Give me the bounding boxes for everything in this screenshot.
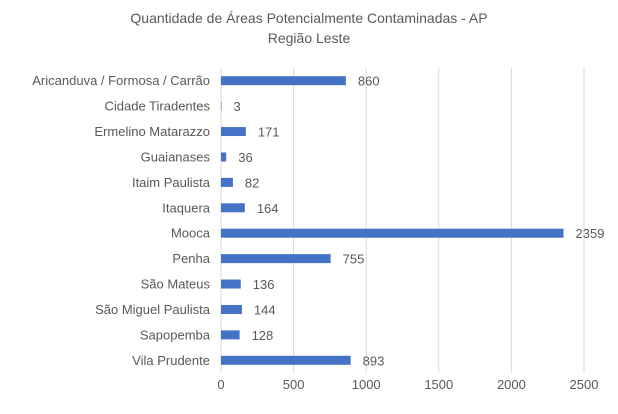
- category-label: São Miguel Paulista: [95, 302, 211, 317]
- bar: [221, 254, 331, 264]
- data-label: 171: [258, 125, 280, 140]
- x-tick-label: 2000: [497, 377, 526, 392]
- bar: [221, 279, 241, 289]
- data-label: 164: [257, 201, 279, 216]
- bar: [221, 127, 246, 137]
- chart-title: Quantidade de Áreas Potencialmente Conta…: [130, 10, 488, 26]
- data-label: 2359: [576, 226, 605, 241]
- data-label: 860: [358, 74, 380, 89]
- bar: [221, 228, 564, 238]
- category-label: Mooca: [171, 226, 211, 241]
- data-label: 3: [234, 99, 241, 114]
- bar: [221, 177, 233, 187]
- bar: [221, 304, 242, 314]
- x-tick-label: 1000: [352, 377, 381, 392]
- category-label: Ermelino Matarazzo: [94, 124, 210, 139]
- category-label: São Mateus: [141, 277, 211, 292]
- data-label: 136: [253, 277, 275, 292]
- bar: [221, 152, 227, 162]
- category-label: Vila Prudente: [132, 353, 210, 368]
- bar: [221, 101, 222, 111]
- category-label: Itaim Paulista: [132, 175, 211, 190]
- category-label: Penha: [172, 251, 210, 266]
- category-label: Cidade Tiradentes: [104, 99, 210, 114]
- x-tick-label: 0: [217, 377, 224, 392]
- data-label: 36: [238, 150, 252, 165]
- bar: [221, 76, 346, 86]
- data-label: 893: [363, 353, 385, 368]
- data-label: 755: [343, 252, 365, 267]
- category-label: Sapopemba: [140, 327, 211, 342]
- x-tick-label: 2500: [570, 377, 599, 392]
- bar: [221, 330, 240, 340]
- category-label: Aricanduva / Formosa / Carrão: [32, 73, 210, 88]
- category-label: Guaianases: [141, 149, 211, 164]
- data-label: 144: [254, 302, 276, 317]
- chart-subtitle: Região Leste: [267, 30, 351, 46]
- x-tick-label: 1500: [424, 377, 453, 392]
- bar: [221, 203, 245, 213]
- data-label: 82: [245, 175, 259, 190]
- x-tick-label: 500: [283, 377, 305, 392]
- category-label: Itaquera: [162, 200, 210, 215]
- data-label: 128: [252, 328, 274, 343]
- bar: [221, 355, 351, 365]
